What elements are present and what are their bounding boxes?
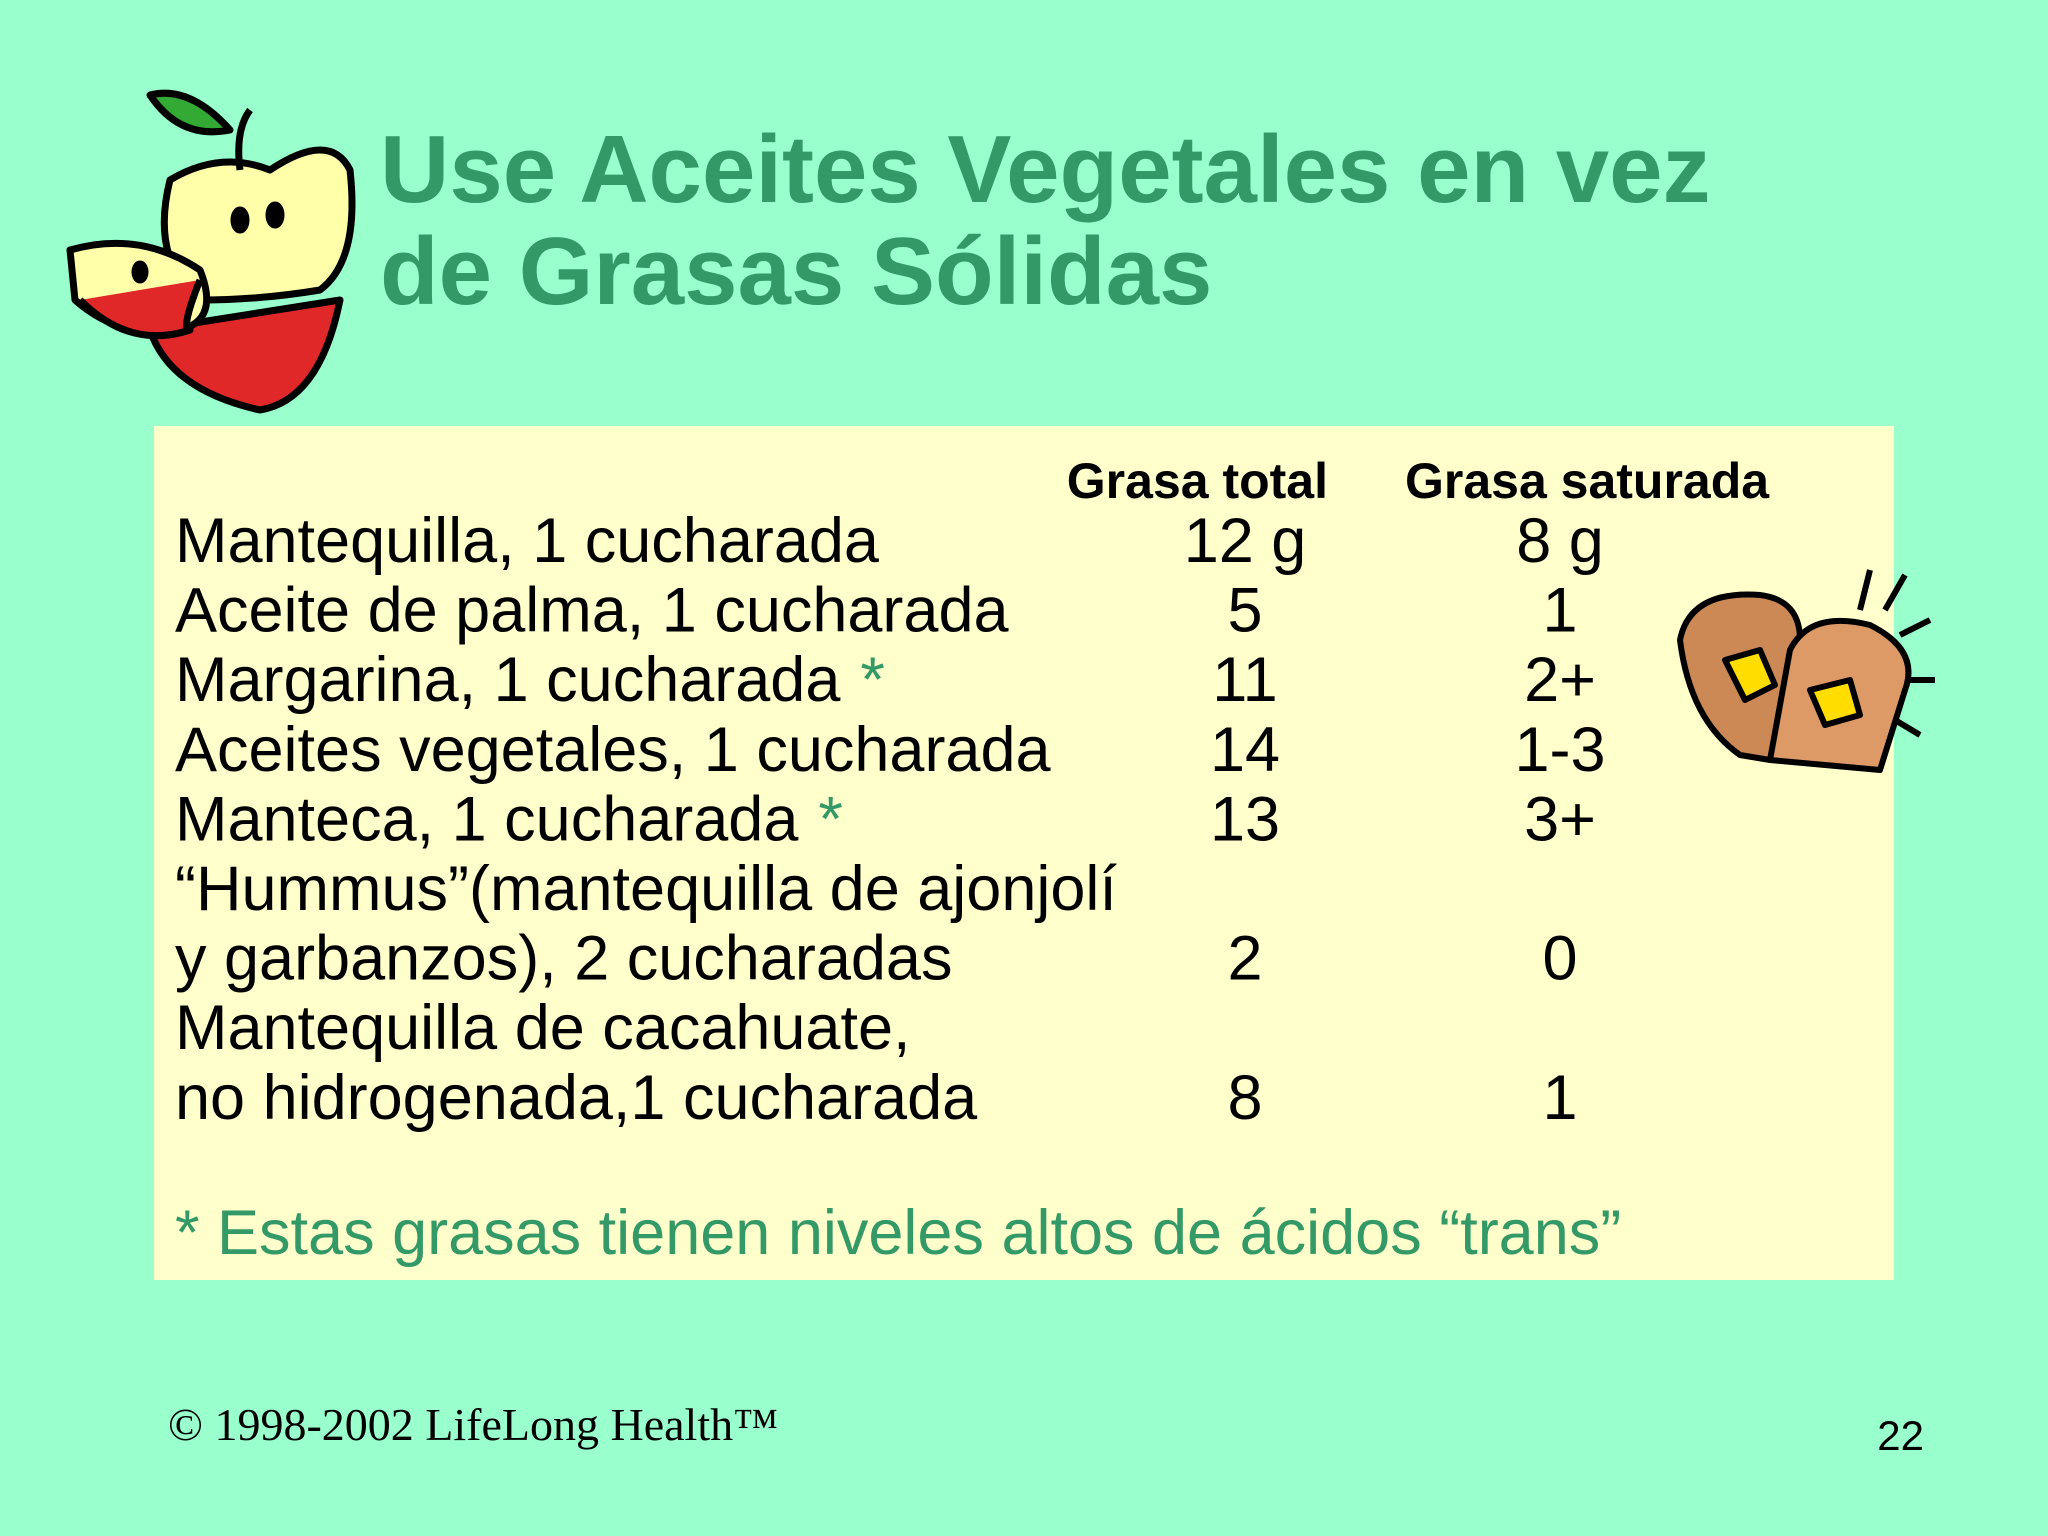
row-label: no hidrogenada,1 cucharada <box>175 1063 978 1133</box>
row-label: Manteca, 1 cucharada * <box>175 784 843 854</box>
copyright: © 1998-2002 LifeLong Health™ <box>168 1399 778 1450</box>
trans-mark: * <box>818 784 843 854</box>
row-label-text: Margarina, 1 cucharada <box>175 645 841 715</box>
total-fat: 5 <box>1227 576 1262 646</box>
row-label: Mantequilla, 1 cucharada <box>175 506 880 576</box>
total-fat: 13 <box>1210 784 1280 854</box>
title-line: de Grasas Sólidas <box>380 218 1212 325</box>
row-label: Aceite de palma, 1 cucharada <box>175 576 1009 646</box>
title-line: Use Aceites Vegetales en vez <box>380 116 1711 223</box>
footnote: * Estas grasas tienen niveles altos de á… <box>175 1198 1621 1268</box>
total-fat: 2 <box>1227 924 1262 994</box>
row-label: Aceites vegetales, 1 cucharada <box>175 715 1052 785</box>
toast-clipart <box>1677 569 1935 773</box>
row-label: Mantequilla de cacahuate, <box>175 993 911 1063</box>
row-label: “Hummus”(mantequilla de ajonjolí <box>175 854 1117 924</box>
total-fat: 12 g <box>1184 506 1307 576</box>
row-label: y garbanzos), 2 cucharadas <box>175 924 952 994</box>
saturated-fat: 1 <box>1542 576 1577 646</box>
row-label: Margarina, 1 cucharada * <box>175 645 885 715</box>
row-label-text: Manteca, 1 cucharada <box>175 784 799 854</box>
saturated-fat: 2+ <box>1524 645 1596 715</box>
saturated-fat: 3+ <box>1524 784 1596 854</box>
total-fat: 8 <box>1227 1063 1262 1133</box>
apple-clipart <box>66 89 356 414</box>
total-fat: 14 <box>1210 715 1280 785</box>
table-box <box>154 426 1894 1280</box>
column-header: Grasa saturada <box>1405 453 1770 509</box>
page-number: 22 <box>1877 1412 1924 1459</box>
saturated-fat: 1-3 <box>1514 715 1605 785</box>
saturated-fat: 8 g <box>1516 506 1604 576</box>
column-header: Grasa total <box>1067 453 1328 509</box>
saturated-fat: 0 <box>1542 924 1577 994</box>
trans-mark: * <box>860 645 885 715</box>
saturated-fat: 1 <box>1542 1063 1577 1133</box>
total-fat: 11 <box>1212 645 1277 715</box>
